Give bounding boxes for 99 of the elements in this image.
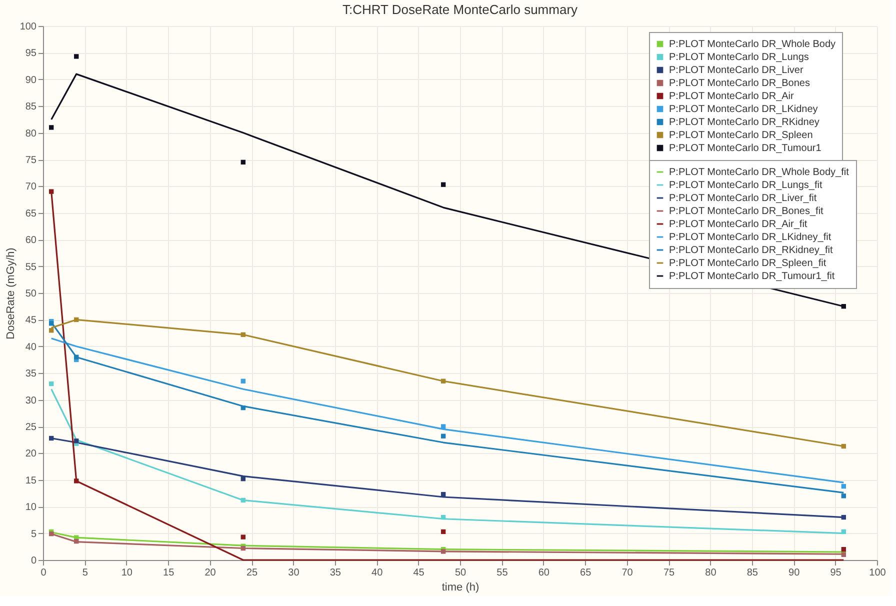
x-tick-label: 40 <box>372 568 384 578</box>
y-tick-label: 95 <box>25 48 37 60</box>
y-tick-label: 5 <box>30 528 37 540</box>
x-axis-title: time (h) <box>442 582 480 594</box>
legend-label: P:PLOT MonteCarlo DR_Bones <box>669 78 810 89</box>
y-tick-label: 30 <box>25 395 37 406</box>
point <box>841 546 846 552</box>
point <box>440 424 446 429</box>
legend-label: P:PLOT MonteCarlo DR_Whole Body_fit <box>669 167 850 178</box>
legend-label: P:PLOT MonteCarlo DR_Bones_fit <box>669 206 824 217</box>
x-tick-label: 95 <box>830 568 842 578</box>
y-tick-label: 55 <box>25 262 37 273</box>
point <box>48 328 54 333</box>
legend-label: P:PLOT MonteCarlo DR_LKidney_fit <box>669 232 832 243</box>
x-tick-label: 100 <box>869 568 886 578</box>
x-tick-label: 80 <box>705 568 717 578</box>
legend-label: P:PLOT MonteCarlo DR_RKidney_fit <box>669 245 833 256</box>
point <box>440 529 446 534</box>
legend-label: P:PLOT MonteCarlo DR_RKidney <box>669 117 820 128</box>
point <box>841 484 846 489</box>
point <box>74 354 79 360</box>
legend-label: P:PLOT MonteCarlo DR_Spleen_fit <box>669 258 826 269</box>
point <box>841 514 846 520</box>
y-tick-label: 50 <box>25 288 37 300</box>
legend-label: P:PLOT MonteCarlo DR_Liver_fit <box>669 193 817 204</box>
legend-label: P:PLOT MonteCarlo DR_Lungs <box>669 52 809 63</box>
x-tick-label: 90 <box>788 568 800 578</box>
y-tick-label: 70 <box>25 182 37 193</box>
y-tick-label: 100 <box>20 22 37 32</box>
legend-label: P:PLOT MonteCarlo DR_Liver <box>669 65 804 76</box>
point <box>841 444 846 449</box>
line-series <box>50 388 844 534</box>
y-tick-label: 80 <box>25 128 37 140</box>
x-tick-label: 55 <box>496 568 508 578</box>
y-tick-label: 25 <box>25 422 37 433</box>
x-tick-label: 50 <box>454 568 466 578</box>
point <box>48 189 54 194</box>
point <box>74 317 79 322</box>
x-tick-label: 10 <box>121 568 133 578</box>
point <box>240 378 246 384</box>
legend-label: P:PLOT MonteCarlo DR_Air_fit <box>669 219 808 230</box>
point <box>440 378 446 384</box>
legend-label: P:PLOT MonteCarlo DR_Spleen <box>669 130 813 141</box>
x-tick-label: 45 <box>413 568 425 578</box>
point <box>440 182 446 187</box>
y-tick-label: 85 <box>25 102 37 113</box>
y-tick-label: 75 <box>25 155 37 166</box>
point <box>240 476 246 482</box>
point <box>48 125 54 130</box>
x-tick-label: 15 <box>163 568 175 578</box>
y-tick-label: 0 <box>30 556 37 566</box>
legend-label: P:PLOT MonteCarlo DR_Air <box>669 91 795 102</box>
point <box>240 498 246 503</box>
x-tick-label: 65 <box>580 568 592 578</box>
point <box>440 434 446 438</box>
y-tick-label: 90 <box>25 74 37 86</box>
y-tick-label: 35 <box>25 368 37 380</box>
legend-label: P:PLOT MonteCarlo DR_Whole Body <box>669 39 836 50</box>
point <box>841 494 846 498</box>
x-tick-label: 75 <box>663 568 675 578</box>
point <box>440 492 446 497</box>
chart-title: T:CHRT DoseRate MonteCarlo summary <box>342 2 578 17</box>
point <box>74 54 79 59</box>
legend-label: P:PLOT MonteCarlo DR_Tumour1 <box>669 143 822 154</box>
x-tick-label: 35 <box>330 568 342 578</box>
point <box>240 534 246 540</box>
point <box>74 538 79 544</box>
x-tick-label: 30 <box>288 568 300 578</box>
y-tick-label: 40 <box>25 342 37 353</box>
point <box>240 332 246 337</box>
x-tick-label: 0 <box>40 568 47 578</box>
y-tick-label: 15 <box>25 475 37 486</box>
point <box>440 514 446 520</box>
y-tick-label: 10 <box>25 502 37 514</box>
x-tick-label: 20 <box>204 568 216 578</box>
legend-label: P:PLOT MonteCarlo DR_Tumour1_fit <box>669 271 835 282</box>
x-tick-label: 60 <box>538 568 550 578</box>
point <box>240 160 246 165</box>
x-tick-label: 85 <box>746 568 758 578</box>
x-tick-label: 25 <box>246 568 258 578</box>
point <box>74 478 79 484</box>
point <box>48 381 54 386</box>
legend-label: P:PLOT MonteCarlo DR_Lungs_fit <box>669 180 822 191</box>
point <box>240 405 246 410</box>
y-tick-label: 20 <box>25 448 37 460</box>
legend-label: P:PLOT MonteCarlo DR_LKidney <box>669 104 818 115</box>
x-tick-label: 70 <box>622 568 634 578</box>
y-tick-label: 45 <box>25 315 37 326</box>
point <box>74 438 79 444</box>
point <box>440 549 446 554</box>
y-tick-label: 65 <box>25 208 37 220</box>
point <box>841 304 846 309</box>
x-tick-label: 5 <box>82 568 88 578</box>
point <box>240 546 246 551</box>
y-axis-title: DoseRate (mGy/h) <box>4 248 17 340</box>
point <box>48 436 54 441</box>
point <box>48 321 54 326</box>
y-tick-label: 60 <box>25 235 37 246</box>
point <box>841 529 846 534</box>
